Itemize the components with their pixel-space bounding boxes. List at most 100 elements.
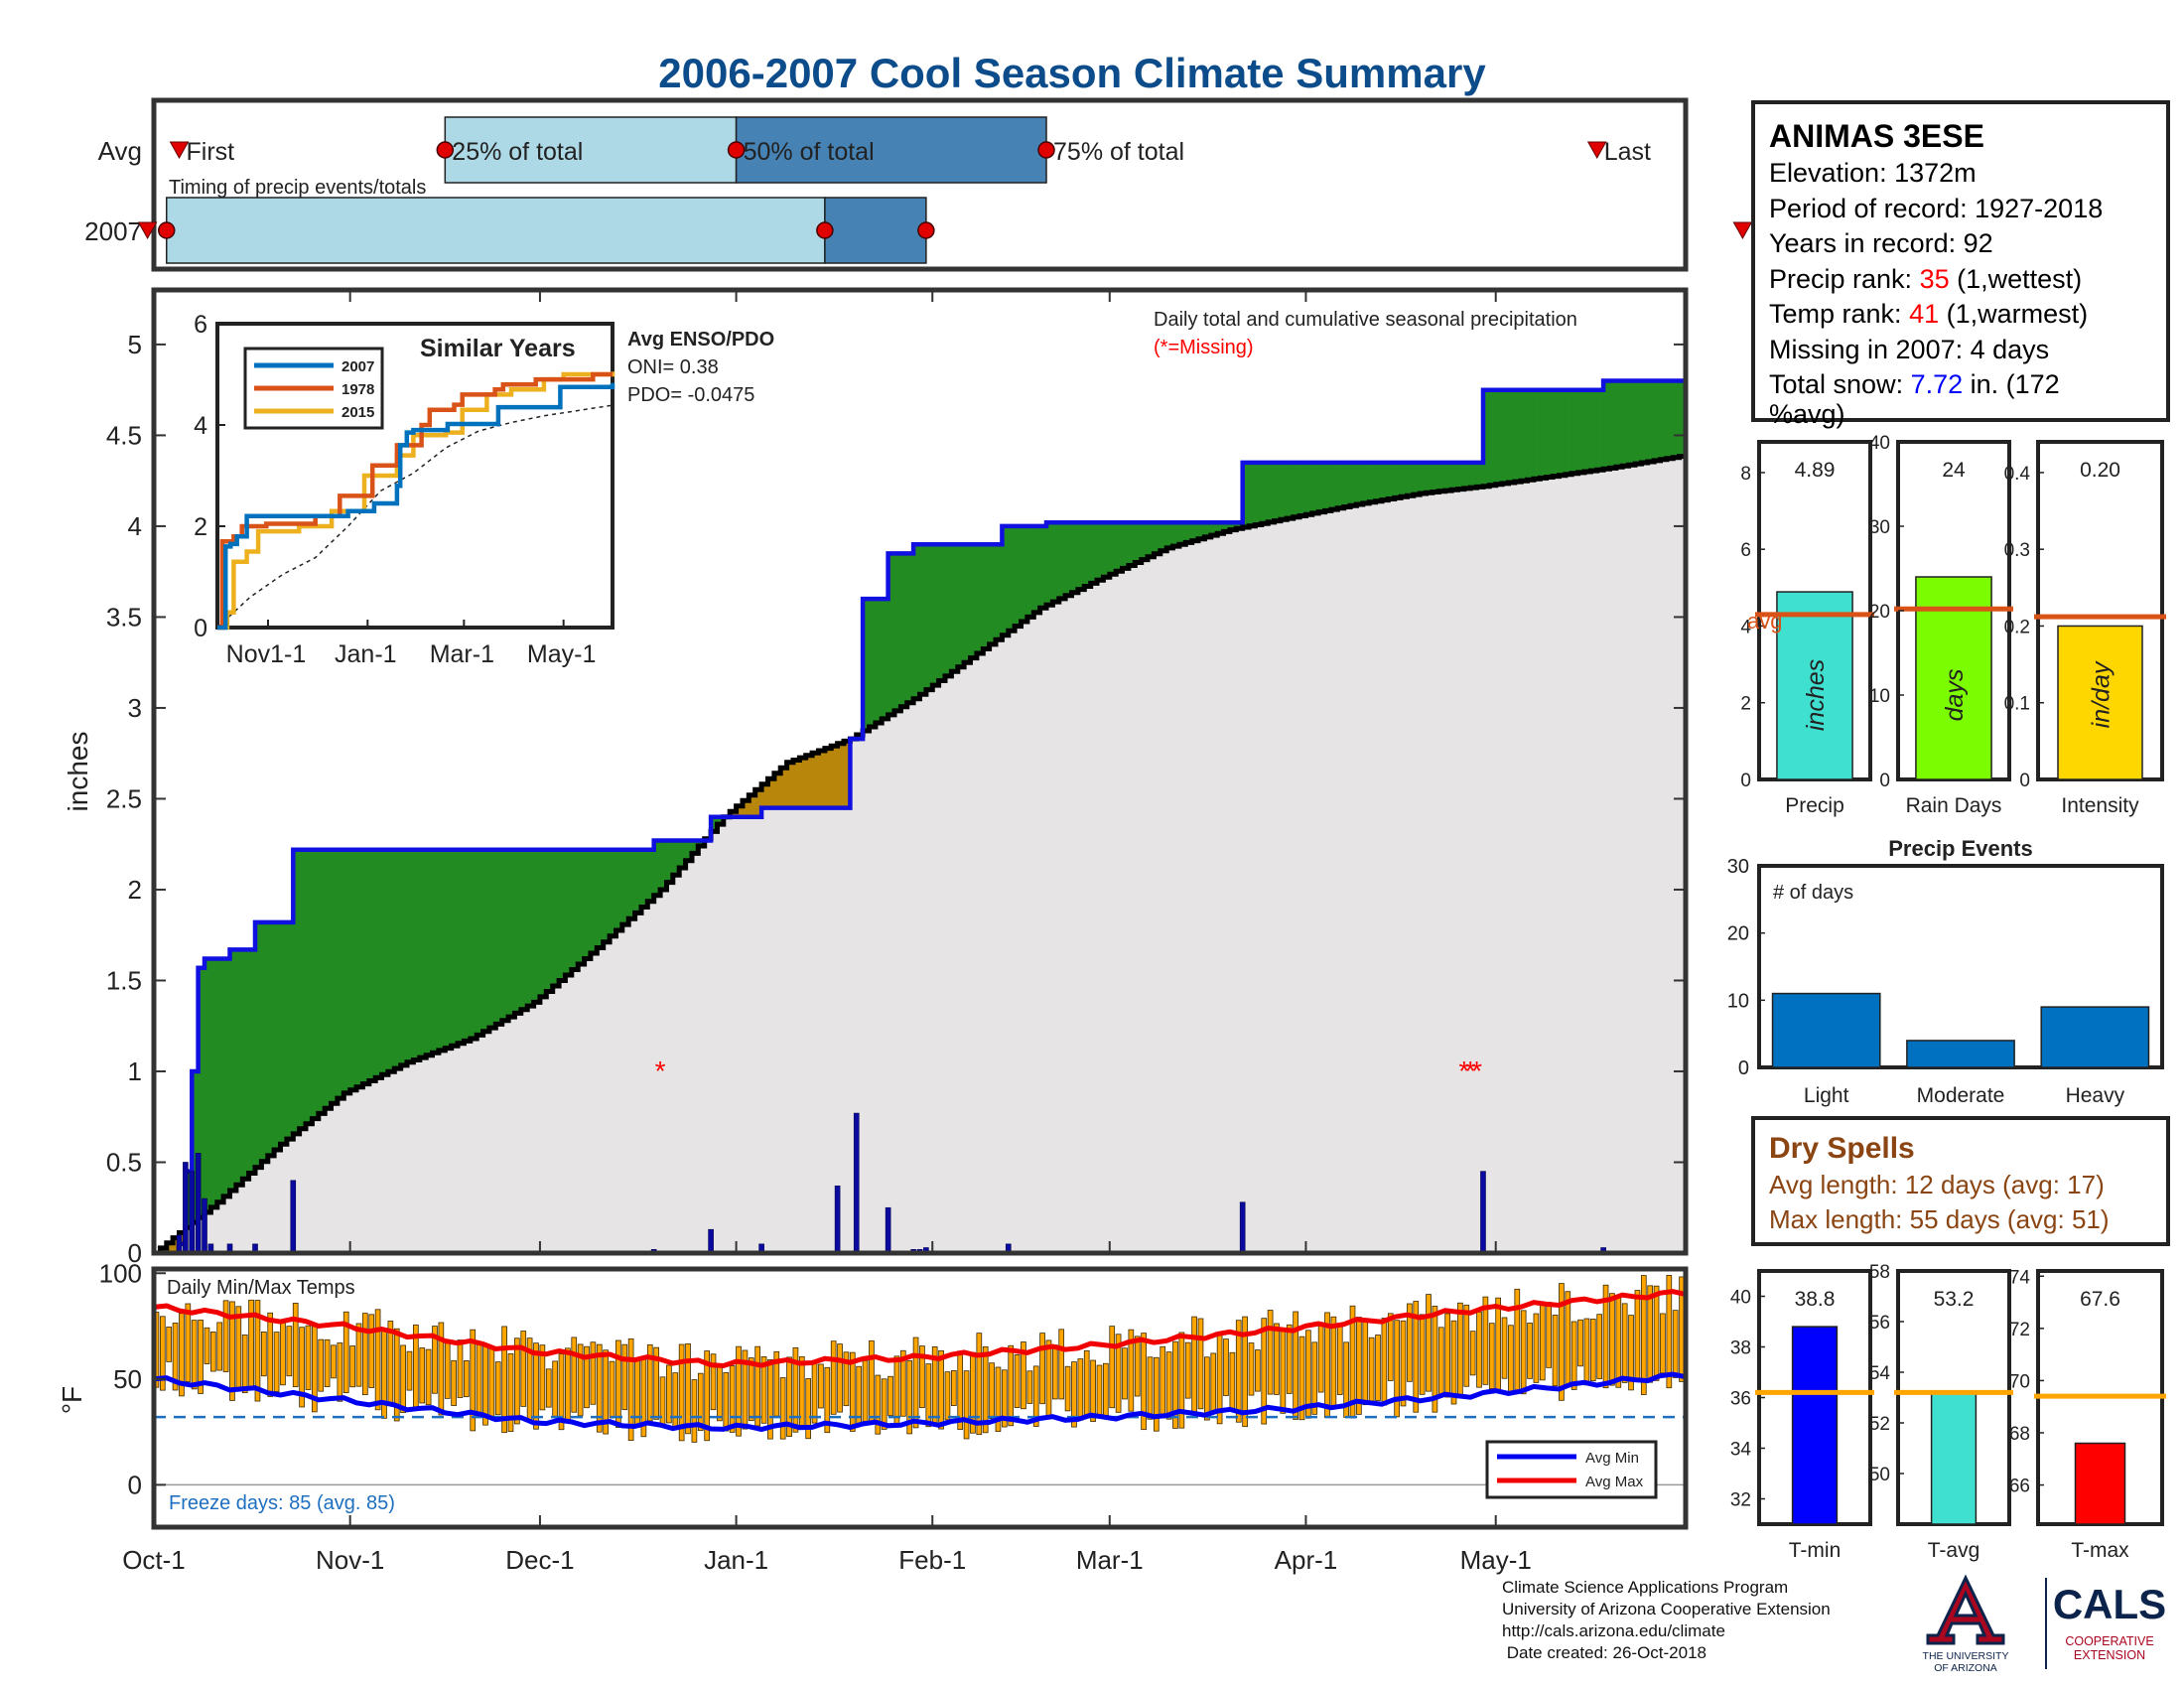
- precip-surplus-band: [413, 849, 421, 1060]
- precip-surplus-band: [1438, 462, 1446, 492]
- precip-surplus-band: [1198, 522, 1206, 539]
- temps-daily-bar: [209, 1332, 216, 1372]
- precip-surplus-band: [1122, 522, 1130, 569]
- summary-ytick-label: 40: [1869, 433, 1890, 454]
- temps-xtick-label: Feb-1: [898, 1545, 966, 1575]
- precip-daily-bar: [189, 1171, 196, 1254]
- temps-daily-bar: [754, 1345, 760, 1427]
- precip-deficit-band: [780, 768, 788, 808]
- credits-line-4: Date created: 26-Oct-2018: [1502, 1643, 1707, 1662]
- precip-ytick-label: 2.5: [106, 783, 142, 813]
- temps-daily-bar: [678, 1343, 685, 1442]
- summary-ytick-label: 0.1: [2004, 694, 2030, 715]
- snow-suffix: in. (172: [1963, 369, 2060, 399]
- temps-daily-bar: [355, 1323, 362, 1387]
- precip-surplus-band: [875, 599, 883, 723]
- precip-2007-line: [154, 375, 1689, 1256]
- precip-annotation-missing: (*=Missing): [1154, 337, 1254, 358]
- temps-daily-bar: [1147, 1356, 1154, 1420]
- tsum-name-label-1: T-avg: [1928, 1539, 1980, 1562]
- temps-daily-bar: [1051, 1344, 1058, 1400]
- temps-daily-bar: [1565, 1291, 1571, 1387]
- temps-daily-bar: [216, 1322, 223, 1371]
- similar-ytick-label: 4: [194, 412, 207, 440]
- temps-daily-bar: [1001, 1369, 1008, 1428]
- similar-ytick-label: 6: [194, 311, 207, 339]
- temps-daily-bar: [1154, 1356, 1160, 1432]
- precip-surplus-band: [552, 849, 560, 986]
- temps-daily-bar: [1514, 1288, 1521, 1393]
- precip-surplus-band: [381, 849, 389, 1075]
- precip-surplus-band: [597, 849, 605, 948]
- temps-daily-bar: [1141, 1333, 1147, 1431]
- temps-daily-bar: [1589, 1319, 1596, 1382]
- ua-line-1: THE UNIVERSITY: [1923, 1650, 2009, 1662]
- temps-daily-bar: [1647, 1285, 1654, 1383]
- precip-surplus-band: [432, 849, 440, 1054]
- precip-deficit-band: [818, 750, 826, 808]
- precip-surplus-band: [1609, 380, 1617, 469]
- precip-surplus-band: [356, 849, 364, 1087]
- temps-daily-bar: [438, 1322, 445, 1416]
- temps-xtick-label: Nov-1: [316, 1545, 384, 1575]
- precip-surplus-band: [1065, 522, 1073, 596]
- precip-surplus-band: [1077, 522, 1085, 590]
- timing-label-last: Last: [1604, 138, 1651, 166]
- similar-ytick-label: 2: [194, 513, 207, 541]
- precip-surplus-band: [438, 849, 446, 1051]
- timing-2007-box-50-75: [824, 197, 927, 264]
- precip-surplus-band: [578, 849, 586, 964]
- similar-average-line: [216, 404, 614, 629]
- temps-daily-bar: [1444, 1313, 1450, 1398]
- temps-daily-bar: [1476, 1311, 1482, 1388]
- precip-surplus-band: [1660, 380, 1668, 460]
- precip-surplus-band: [1261, 462, 1269, 524]
- precip-surplus-band: [1540, 389, 1548, 479]
- precip-surplus-band: [1109, 522, 1117, 575]
- events-ytick-label: 20: [1727, 923, 1749, 945]
- temps-daily-bar: [1400, 1320, 1407, 1407]
- temp-rank-suffix: (1,warmest): [1939, 299, 2089, 329]
- temps-daily-bar: [779, 1377, 786, 1440]
- precip-surplus-band: [1634, 380, 1642, 465]
- tsum-ytick-label: 52: [1869, 1414, 1890, 1435]
- temps-daily-bar: [1336, 1323, 1343, 1395]
- temps-daily-bar: [1495, 1297, 1501, 1390]
- temps-daily-bar: [267, 1312, 274, 1397]
- temps-daily-bar: [273, 1332, 280, 1392]
- precip-surplus-band: [482, 849, 490, 1032]
- summary-ytick-label: 6: [1740, 540, 1751, 561]
- precip-ytick-label: 0.5: [106, 1147, 142, 1177]
- temps-daily-bar: [1280, 1329, 1287, 1414]
- temps-daily-bar: [1298, 1336, 1305, 1421]
- precip-surplus-band: [938, 544, 946, 681]
- precip-deficit-band: [805, 755, 813, 808]
- credits-line-3[interactable]: http://cals.arizona.edu/climate: [1502, 1621, 1725, 1640]
- timing-chart: Avg 2007 First 25% of total 50% of total 75% …: [84, 97, 1753, 272]
- precip-surplus-band: [400, 849, 408, 1065]
- precip-deficit-band: [160, 1247, 168, 1253]
- temps-daily-bar: [1457, 1302, 1463, 1399]
- credits-block: Climate Science Applications Program Uni…: [1502, 1577, 1831, 1664]
- precip-ytick-label: 4: [128, 511, 142, 541]
- precip-surplus-band: [1489, 389, 1497, 486]
- summary-value-label-1: 24: [1942, 459, 1966, 482]
- dry-spells-title: Dry Spells: [1769, 1132, 1915, 1165]
- precip-surplus-band: [1508, 389, 1516, 483]
- enso-title: Avg ENSO/PDO: [627, 329, 774, 351]
- precip-surplus-band: [1583, 389, 1591, 473]
- tsum-ytick-label: 72: [2009, 1320, 2030, 1340]
- temps-daily-bar: [1501, 1317, 1508, 1379]
- temps-daily-bar: [1539, 1303, 1546, 1381]
- temps-daily-bar: [1602, 1284, 1609, 1389]
- timing-2007-75-marker: [917, 221, 935, 239]
- precip-deficit-band: [824, 748, 832, 808]
- temps-daily-bar: [342, 1311, 349, 1393]
- temps-daily-bar: [963, 1370, 970, 1440]
- temps-daily-bar: [760, 1356, 767, 1424]
- summary-ytick-label: 0: [1740, 771, 1751, 791]
- precip-surplus-band: [337, 849, 344, 1099]
- precip-surplus-band: [869, 599, 877, 727]
- precip-surplus-band: [1046, 522, 1053, 606]
- precip-surplus-band: [451, 849, 459, 1047]
